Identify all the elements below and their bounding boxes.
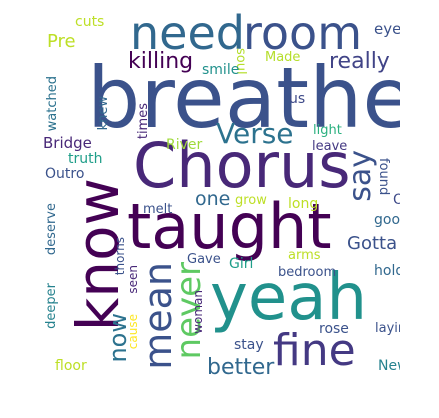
word-floor: floor — [55, 358, 87, 374]
word-york: York — [398, 282, 400, 310]
word-gave: Gave — [187, 252, 221, 267]
word-good: good — [374, 212, 400, 228]
word-cause: cause — [126, 314, 140, 350]
word-deserve: deserve — [44, 203, 59, 256]
word-rose: rose — [319, 321, 349, 337]
word-killing: killing — [128, 49, 194, 74]
word-grow: grow — [235, 193, 267, 208]
word-cuts: cuts — [75, 14, 105, 30]
word-times: times — [136, 103, 151, 140]
word-found: found — [376, 158, 391, 196]
word-bedroom: bedroom — [278, 265, 337, 280]
word-us: us — [289, 91, 306, 107]
word-seen: seen — [126, 265, 140, 294]
word-new: New — [378, 358, 400, 374]
word-pre: Pre — [47, 31, 76, 52]
word-watched: watched — [45, 76, 60, 132]
word-soul: soul — [233, 48, 248, 75]
word-really: really — [329, 49, 390, 74]
word-outro: Outro — [45, 166, 85, 182]
word-verse: Verse — [216, 117, 294, 150]
word-eyes: eyes — [374, 20, 400, 38]
word-taught: taught — [127, 190, 332, 263]
word-stay: stay — [234, 337, 264, 353]
word-one: one — [195, 188, 231, 210]
word-thorns: thorns — [113, 237, 127, 276]
word-better: better — [207, 355, 275, 380]
word-light: light — [313, 123, 342, 138]
word-river: River — [166, 137, 203, 153]
word-say: say — [343, 150, 378, 202]
word-hold: hold — [374, 263, 400, 279]
word-chorus: Chorus — [133, 129, 351, 202]
word-bridge: Bridge — [43, 134, 92, 152]
word-fine: fine — [273, 325, 356, 376]
word-woman: woman — [191, 290, 205, 334]
word-laying: laying — [375, 321, 400, 336]
word-leave: leave — [312, 139, 348, 154]
word-girl: Girl — [229, 256, 254, 272]
word-cloud: breathe Chorus taught yeah know need roo… — [35, 0, 400, 385]
word-long: long — [288, 196, 319, 212]
word-breathe: breathe — [87, 49, 400, 147]
word-gotta: Gotta — [347, 233, 398, 254]
word-made: Made — [265, 50, 301, 65]
word-deeper: deeper — [44, 283, 59, 329]
word-yeah: yeah — [210, 261, 368, 335]
word-oh: Oh — [393, 192, 400, 208]
word-melt: melt — [143, 202, 173, 217]
word-room: room — [243, 6, 362, 60]
word-knew: knew — [96, 96, 111, 131]
word-smile: smile — [202, 62, 240, 78]
word-truth: truth — [68, 151, 103, 167]
word-arms: arms — [288, 248, 321, 263]
word-need: need — [130, 6, 245, 60]
